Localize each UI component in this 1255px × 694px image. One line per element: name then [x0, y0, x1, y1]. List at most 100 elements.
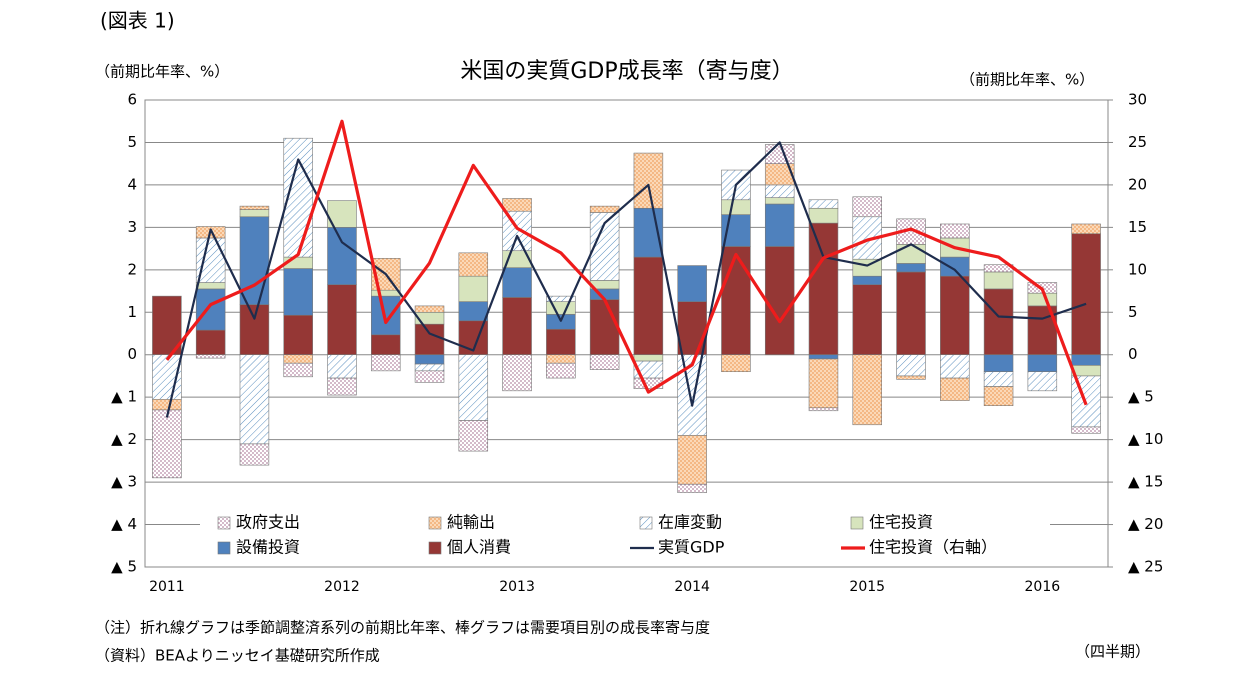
bar-segment — [195, 329, 226, 356]
y-tick-label: 6 — [127, 91, 137, 109]
bar-segment — [764, 203, 795, 247]
bar-segment — [764, 246, 795, 356]
x-tick-label: 2013 — [499, 579, 535, 595]
y2-tick-label: ▲ 10 — [1128, 430, 1163, 448]
bar-segment — [896, 375, 926, 380]
bar-segment — [371, 354, 401, 372]
bar-segment — [1071, 354, 1101, 366]
note: （資料）BEAよりニッセイ基礎研究所作成 — [95, 647, 380, 665]
bar-segment — [327, 377, 357, 396]
bar-segment — [502, 267, 532, 298]
legend-box — [200, 508, 1050, 562]
bar-segment — [764, 184, 795, 198]
bar-segment — [458, 252, 489, 277]
bar-segment — [546, 328, 576, 356]
legend-label: 政府支出 — [236, 513, 300, 532]
bar-segment — [546, 295, 576, 302]
y-tick-label: ▲ 1 — [111, 388, 137, 406]
bar-segment — [371, 289, 401, 297]
legend-label: 在庫変動 — [658, 513, 722, 532]
legend-swatch — [428, 516, 442, 530]
y2-tick-label: ▲ 25 — [1128, 558, 1163, 576]
bar-segment — [239, 209, 270, 218]
bar-segment — [983, 386, 1014, 406]
y-tick-label: 3 — [127, 218, 137, 236]
bar-segment — [896, 354, 926, 377]
bar-segment — [633, 354, 664, 362]
bar-segment — [633, 152, 664, 209]
bar-segment — [195, 354, 226, 359]
y-tick-label: 2 — [127, 260, 137, 278]
bar-segment — [852, 284, 882, 356]
bar-segment — [414, 354, 445, 365]
bar-segment — [983, 371, 1014, 387]
y-tick-label: ▲ 4 — [111, 515, 137, 533]
bar-segment — [152, 295, 182, 356]
bar-segment — [502, 210, 532, 252]
y-tick-label: 4 — [127, 175, 137, 193]
y2-tick-label: 10 — [1128, 260, 1147, 278]
bar-segment — [502, 297, 532, 356]
bar-segment — [327, 354, 357, 379]
bar-segment — [195, 282, 226, 290]
bar-segment — [1027, 292, 1058, 307]
bar-segment — [239, 205, 270, 210]
bar-segment — [283, 268, 313, 316]
legend-swatch — [428, 541, 442, 555]
x-axis-label: （四半期） — [1075, 643, 1150, 661]
bar-segment — [896, 244, 926, 264]
bar-segment — [983, 288, 1014, 356]
y-axis-label: （前期比年率、%） — [95, 63, 229, 81]
bar-segment — [414, 363, 445, 372]
x-tick-label: 2015 — [849, 579, 885, 595]
bar-segment — [721, 354, 751, 373]
bar-segment — [983, 354, 1014, 373]
bar-segment — [940, 275, 970, 356]
bar-segment — [239, 304, 270, 356]
y2-tick-label: 30 — [1128, 91, 1147, 109]
x-tick-label: 2011 — [149, 579, 185, 595]
y2-tick-label: 20 — [1128, 175, 1147, 193]
bar-segment — [414, 370, 445, 383]
legend-label: 設備投資 — [236, 538, 300, 557]
y-tick-label: 0 — [127, 345, 137, 363]
x-tick-label: 2014 — [674, 579, 710, 595]
bar-segment — [152, 409, 182, 479]
bar-segment — [1027, 371, 1058, 392]
y-tick-label: ▲ 3 — [111, 473, 137, 491]
bar-segment — [458, 420, 489, 452]
y-tick-label: ▲ 5 — [111, 558, 137, 576]
bar-segment — [283, 314, 313, 356]
y2-tick-label: ▲ 20 — [1128, 515, 1163, 533]
bar-segment — [940, 223, 970, 239]
legend-swatch — [639, 516, 653, 530]
plot-border — [144, 99, 1109, 568]
bar-segment — [808, 199, 839, 209]
bar-segment — [677, 483, 707, 494]
bar-segment — [502, 198, 532, 212]
bar-segment — [283, 354, 313, 364]
bar-segment — [677, 301, 707, 356]
legend-label: 個人消費 — [447, 538, 511, 557]
legend-label: 住宅投資（右軸） — [869, 538, 997, 557]
bar-segment — [327, 284, 357, 356]
bar-segment — [808, 222, 839, 356]
legend-swatch — [217, 541, 231, 555]
bar-segment — [1071, 426, 1101, 434]
bar-segment — [589, 354, 620, 370]
legend-label: 住宅投資 — [869, 513, 933, 532]
bar-segment — [633, 256, 664, 356]
y2-axis-label: （前期比年率、%） — [960, 71, 1094, 89]
legend-swatch — [850, 516, 864, 530]
line — [165, 141, 1087, 418]
y2-tick-label: 25 — [1128, 133, 1147, 151]
bar-segment — [983, 271, 1014, 290]
bar-segment — [195, 288, 226, 331]
bar-segment — [414, 323, 445, 356]
y-tick-label: 1 — [127, 303, 137, 321]
bar-segment — [1071, 223, 1101, 235]
bar-segment — [896, 263, 926, 273]
bar-segment — [940, 256, 970, 277]
bar-segment — [808, 207, 839, 224]
